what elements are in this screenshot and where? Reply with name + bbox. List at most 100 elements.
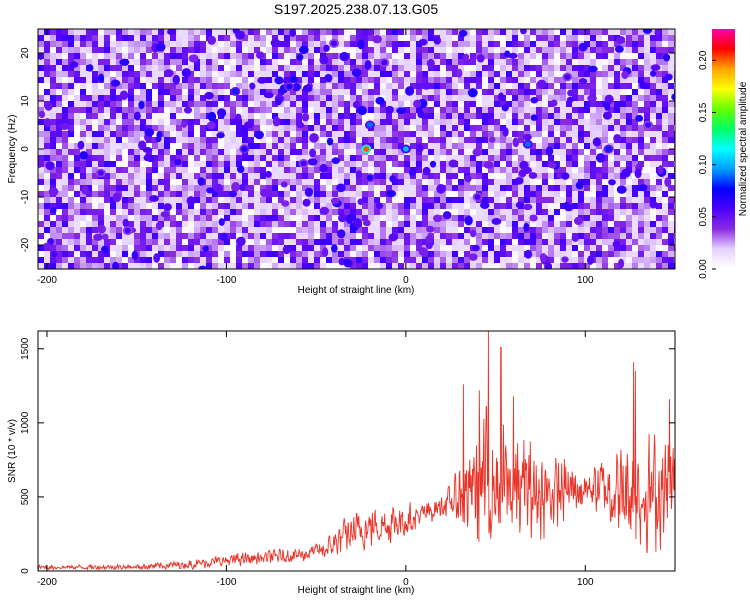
spectrogram-cell — [200, 71, 206, 77]
spectrogram-speckle — [522, 203, 533, 211]
spectrogram-cell — [188, 35, 194, 41]
spectrogram-cell — [662, 47, 668, 53]
spectrogram-cell — [152, 215, 158, 221]
spectrogram-cell — [80, 65, 86, 71]
spectrogram-cell — [110, 65, 116, 71]
spectrogram-cell — [44, 89, 50, 95]
spectrogram-cell — [368, 107, 374, 113]
spectrogram-cell — [242, 113, 248, 119]
spectrogram-cell — [296, 251, 302, 257]
spectrogram-cell — [326, 41, 332, 47]
spectrogram-cell — [56, 89, 62, 95]
spectrogram-cell — [194, 149, 200, 155]
spectrogram-cell — [92, 95, 98, 101]
spectrogram-cell — [386, 65, 392, 71]
spectrogram-cell — [50, 53, 56, 59]
spectrogram-cell — [350, 47, 356, 53]
spectrogram-cell — [200, 53, 206, 59]
spectrogram-cell — [164, 125, 170, 131]
spectrogram-cell — [176, 41, 182, 47]
spectrogram-speckle — [302, 198, 311, 207]
spectrogram-cell — [236, 101, 242, 107]
spectrogram-cell — [98, 53, 104, 59]
spectrogram-cell — [248, 149, 254, 155]
spectrogram-cell — [518, 221, 524, 227]
spectrogram-cell — [290, 71, 296, 77]
spectrogram-cell — [596, 197, 602, 203]
spectrogram-cell — [74, 221, 80, 227]
spectrogram-cell — [158, 173, 164, 179]
spectrogram-cell — [302, 233, 308, 239]
spectrogram-cell — [164, 245, 170, 251]
spectrogram-cell — [152, 155, 158, 161]
spectrogram-cell — [38, 197, 44, 203]
spectrogram-cell — [446, 233, 452, 239]
spectrogram-cell — [608, 233, 614, 239]
spectrogram-cell — [656, 47, 662, 53]
spectrogram-cell — [662, 131, 668, 137]
spectrogram-cell — [50, 257, 56, 263]
spectrogram-cell — [38, 83, 44, 89]
spectrogram-cell — [488, 101, 494, 107]
spectrogram-speckle — [436, 184, 446, 194]
spectrogram-cell — [176, 149, 182, 155]
spectrogram-cell — [566, 143, 572, 149]
spectrogram-cell — [386, 83, 392, 89]
spectrogram-speckle — [119, 58, 130, 66]
spectrogram-cell — [68, 263, 74, 269]
spectrogram-cell — [620, 113, 626, 119]
spectrogram-cell — [122, 143, 128, 149]
spectrogram-cell — [200, 95, 206, 101]
spectrogram-cell — [224, 227, 230, 233]
spectrogram-cell — [578, 107, 584, 113]
spectrogram-speckle — [595, 153, 606, 163]
spectrogram-cell — [656, 89, 662, 95]
spectrogram-cell — [92, 197, 98, 203]
spectrogram-cell — [590, 191, 596, 197]
spectrogram-cell — [488, 77, 494, 83]
spectrogram-cell — [134, 233, 140, 239]
spectrogram-cell — [50, 119, 56, 125]
spectrogram-speckle — [93, 233, 103, 241]
spectrogram-cell — [584, 257, 590, 263]
spectrogram-cell — [116, 89, 122, 95]
spectrogram-cell — [440, 173, 446, 179]
spectrogram-cell — [290, 215, 296, 221]
spectrogram-cell — [188, 83, 194, 89]
spectrogram-cell — [320, 215, 326, 221]
spectrogram-cell — [374, 209, 380, 215]
spectrogram-cell — [422, 263, 428, 269]
spectrogram-cell — [662, 209, 668, 215]
snr-x-label: Height of straight line (km) — [298, 585, 415, 596]
spectrogram-cell — [170, 95, 176, 101]
spectrogram-cell — [638, 257, 644, 263]
spectrogram-cell — [518, 245, 524, 251]
spectrogram-speckle — [479, 201, 490, 210]
spectrogram-cell — [632, 77, 638, 83]
spectrogram-cell — [476, 143, 482, 149]
spectrogram-cell — [482, 137, 488, 143]
spectrogram-cell — [266, 77, 272, 83]
spectrogram-cell — [128, 101, 134, 107]
spectrogram-cell — [644, 239, 650, 245]
spectrogram-cell — [488, 143, 494, 149]
spectrogram-cell — [416, 167, 422, 173]
spectrogram-cell — [470, 77, 476, 83]
spectrogram-cell — [404, 77, 410, 83]
spectrogram-cell — [452, 203, 458, 209]
spectrogram-cell — [464, 77, 470, 83]
spectrogram-cell — [428, 167, 434, 173]
spectrogram-cell — [494, 89, 500, 95]
spectrogram-cell — [362, 203, 368, 209]
spectrogram-cell — [368, 209, 374, 215]
spectrogram-speckle — [357, 198, 364, 205]
spectrogram-cell — [356, 143, 362, 149]
spectrogram-cell — [170, 101, 176, 107]
spectrogram-cell — [626, 215, 632, 221]
spectrogram-cell — [554, 251, 560, 257]
spectrogram-cell — [458, 83, 464, 89]
spectrogram-cell — [536, 29, 542, 35]
spectrogram-cell — [422, 161, 428, 167]
spectrogram-cell — [272, 59, 278, 65]
spectrogram-cell — [236, 41, 242, 47]
